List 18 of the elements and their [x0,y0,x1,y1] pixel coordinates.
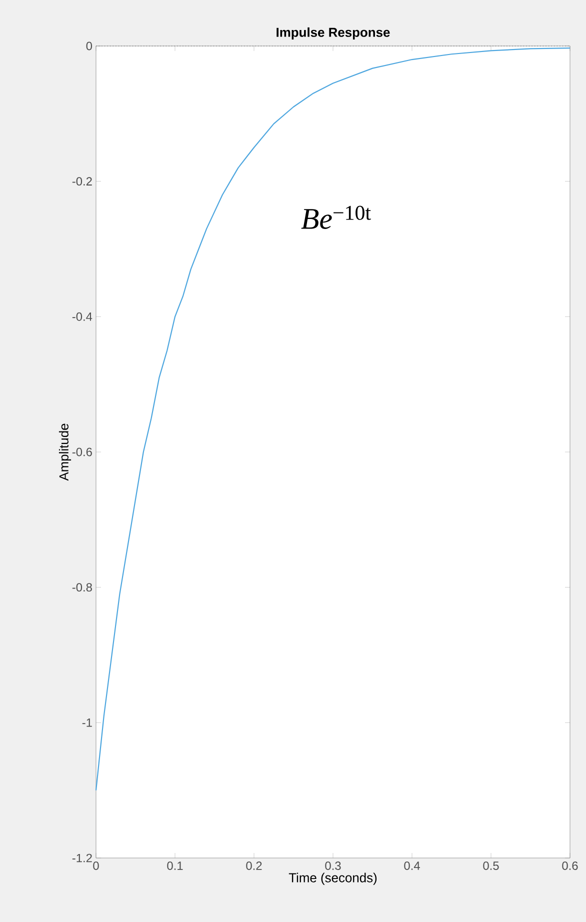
chart-title: Impulse Response [276,27,390,40]
x-tick-label: 0.2 [246,862,262,870]
x-tick-label: 0.3 [325,862,341,870]
y-tick-label: 0 [86,42,92,50]
annotation: Be$^{−10t}$ [301,206,371,229]
y-tick-label: -1.2 [72,854,92,862]
x-tick-label: 0.6 [562,862,578,870]
y-tick-label: -0.6 [72,448,92,456]
y-tick-label: -0.4 [72,312,92,321]
x-tick-label: 0.1 [167,862,183,870]
y-tick-label: -1 [82,718,92,727]
x-tick-label: 0.4 [404,862,420,870]
x-tick-label: 0 [93,862,99,870]
y-tick-label: -0.2 [72,177,92,186]
x-axis-title: Time (seconds) [288,872,377,885]
x-tick-label: 0.5 [483,862,499,870]
y-axis-title: Amplitude [58,424,72,481]
y-tick-label: -0.8 [72,583,92,592]
